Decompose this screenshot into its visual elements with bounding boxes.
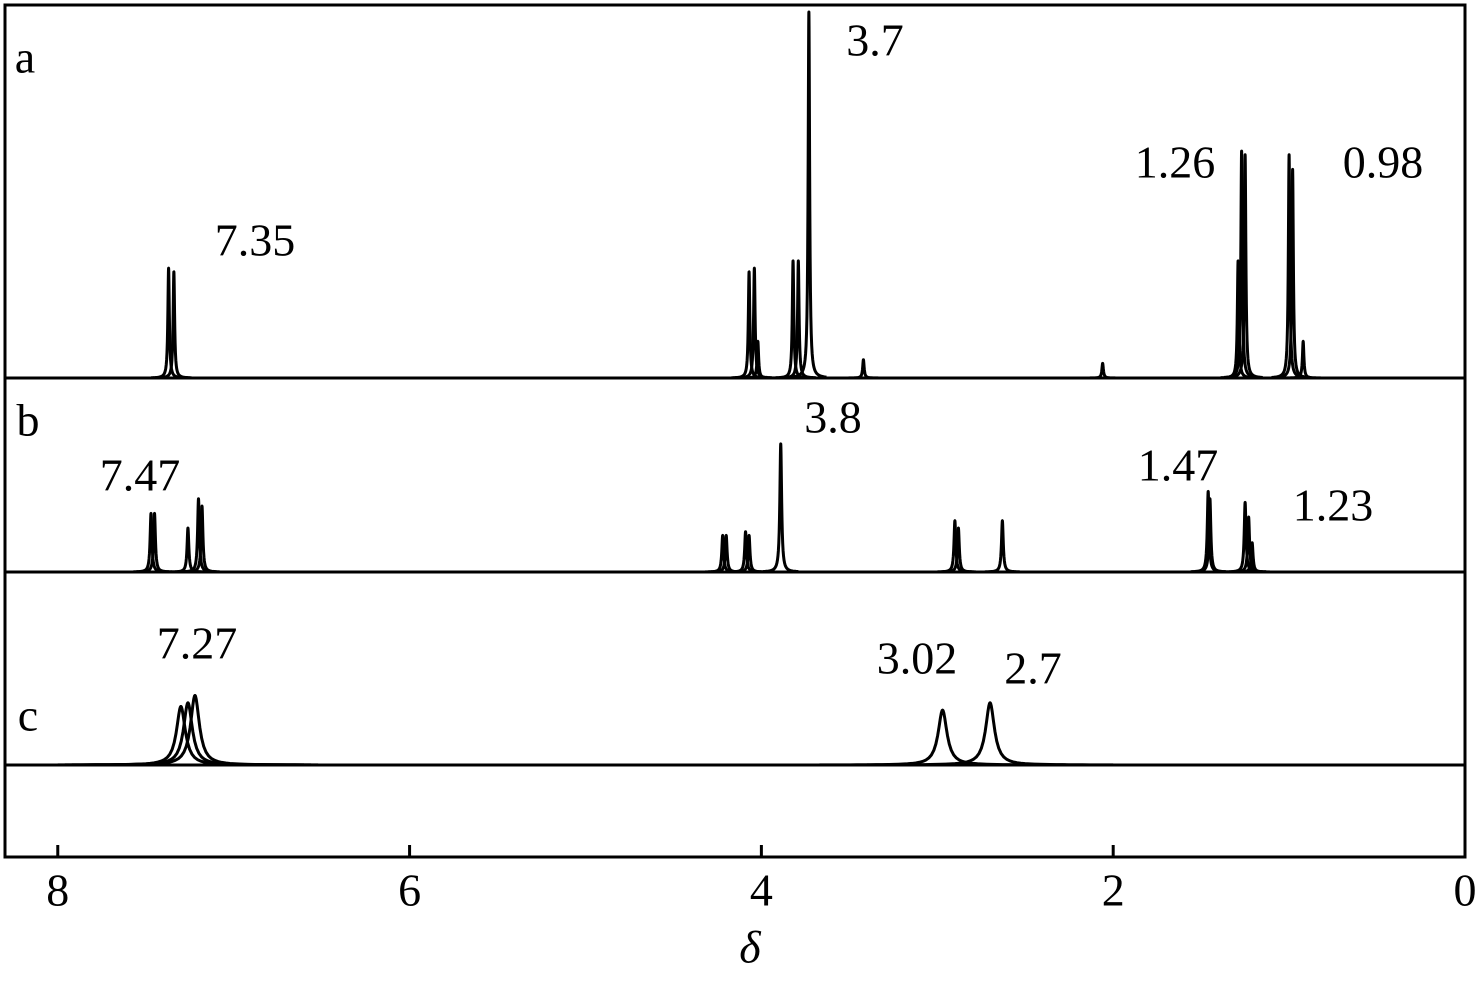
peak-annotation: 7.47 (100, 450, 181, 501)
x-tick-label: 0 (1454, 865, 1477, 916)
peak-annotation: 3.8 (804, 392, 862, 443)
peak-annotation: 7.35 (215, 215, 296, 266)
peak (819, 708, 1066, 767)
peak (984, 519, 1021, 574)
peak (71, 693, 319, 767)
peak (1192, 497, 1228, 574)
x-tick-label: 2 (1102, 865, 1125, 916)
x-tick-label: 4 (750, 865, 773, 916)
peak (1084, 361, 1121, 380)
peak (184, 504, 220, 574)
peak (780, 259, 817, 380)
x-tick-label: 6 (398, 865, 421, 916)
peak (155, 270, 192, 380)
peak (940, 526, 977, 574)
peak-annotation: 1.47 (1138, 440, 1219, 491)
peak (845, 358, 882, 380)
peak-annotation: 1.23 (1293, 480, 1374, 531)
peak-annotation: 3.02 (877, 633, 958, 684)
peak (1271, 153, 1308, 379)
frame (3, 3, 1467, 859)
peak (731, 533, 768, 574)
peak (866, 701, 1114, 767)
peak (136, 511, 173, 574)
x-tick-label: 8 (46, 865, 69, 916)
peak (150, 266, 187, 380)
peak-annotation: 0.98 (1343, 137, 1424, 188)
peak (1285, 339, 1322, 380)
peak (762, 442, 799, 574)
legend-label: c (18, 690, 38, 741)
peak (1227, 153, 1264, 379)
legend-label: a (15, 32, 35, 83)
peak (790, 10, 827, 379)
peak-annotation: 3.7 (846, 15, 904, 66)
peak (739, 339, 776, 380)
peak-annotation: 7.27 (157, 618, 238, 669)
peak-annotation: 2.7 (1004, 643, 1062, 694)
x-axis-label: δ (739, 922, 761, 973)
peak-annotation: 1.26 (1135, 137, 1216, 188)
peak (1234, 541, 1271, 574)
peak (731, 270, 768, 380)
legend-label: b (17, 395, 40, 446)
peak (736, 266, 773, 380)
